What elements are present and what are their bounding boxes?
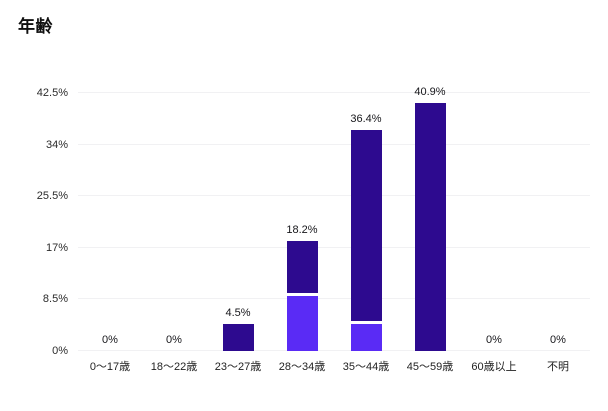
x-tick-label: 18〜22歳: [150, 361, 198, 373]
y-tick-label: 0%: [52, 345, 68, 357]
bar-value-label: 0%: [166, 334, 182, 346]
y-gridline: [78, 246, 590, 248]
plot-area: [78, 92, 590, 351]
x-tick-label: 60歳以上: [471, 361, 517, 373]
y-gridline: [78, 350, 590, 351]
bar-4[interactable]: [286, 240, 318, 351]
bar-value-label: 36.4%: [350, 113, 382, 126]
y-tick-label: 8.5%: [42, 293, 68, 306]
bar-value-label: 4.5%: [225, 306, 251, 319]
y-gridline: [78, 92, 590, 93]
bar-value-label: 40.9%: [414, 85, 446, 98]
x-tick-label: 0〜17歳: [89, 361, 131, 373]
bar-value-label: 18.2%: [286, 223, 318, 236]
y-tick-label: 17%: [45, 241, 68, 254]
x-tick-label: 35〜44歳: [342, 361, 390, 373]
chart-title: 年齢: [18, 17, 53, 36]
bar-6[interactable]: [414, 102, 446, 351]
bar-segment-upper-segment[interactable]: [350, 130, 382, 324]
bar-segment-upper-segment[interactable]: [222, 323, 254, 351]
y-gridline: [78, 195, 590, 197]
bar-segment-lower-segment[interactable]: [286, 295, 318, 351]
x-tick-label: 28〜34歳: [278, 361, 326, 373]
y-tick-label: 34%: [45, 138, 68, 151]
bar-value-label: 0%: [550, 334, 566, 346]
y-gridline: [78, 298, 590, 300]
bar-value-label: 0%: [486, 334, 502, 346]
x-tick-label: 45〜59歳: [406, 361, 454, 373]
bar-3[interactable]: [222, 323, 254, 351]
y-gridline: [78, 143, 590, 145]
bar-segment-upper-segment[interactable]: [286, 240, 318, 296]
x-tick-label: 不明: [547, 361, 569, 373]
bar-5[interactable]: [350, 130, 382, 351]
x-tick-label: 23〜27歳: [214, 361, 262, 373]
y-tick-label: 42.5%: [36, 87, 68, 99]
bar-segment-upper-segment[interactable]: [414, 102, 446, 351]
bar-value-label: 0%: [102, 334, 118, 346]
bar-segment-lower-segment[interactable]: [350, 323, 382, 351]
y-tick-label: 25.5%: [36, 190, 68, 203]
